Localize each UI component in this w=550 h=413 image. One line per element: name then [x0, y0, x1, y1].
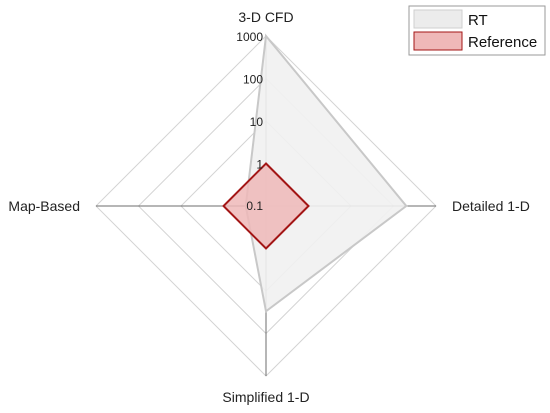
radar-series	[222, 33, 408, 314]
legend-swatch-rt	[413, 9, 463, 29]
series-rt-polygon	[244, 33, 408, 314]
legend-label-rt: RT	[468, 12, 488, 29]
series-reference-polygon	[222, 162, 310, 250]
axis-label: 3-D CFD	[238, 9, 293, 25]
axis-label: Detailed 1-D	[452, 198, 530, 214]
tick-label: 0.1	[246, 199, 263, 213]
legend-swatch-reference	[413, 31, 463, 51]
radar-tick-labels: 0.1 1 10 100 1000	[236, 30, 263, 213]
legend-label-reference: Reference	[468, 34, 537, 51]
tick-label: 10	[250, 115, 264, 129]
tick-label: 100	[243, 73, 263, 87]
axis-label: Simplified 1-D	[222, 389, 309, 405]
radar-axis-labels: 3-D CFD Detailed 1-D Simplified 1-D Map-Bas…	[8, 9, 529, 405]
tick-label: 1	[256, 158, 263, 172]
legend: RT Reference	[408, 5, 546, 56]
axis-label: Map-Based	[8, 198, 80, 214]
tick-label: 1000	[236, 30, 263, 44]
